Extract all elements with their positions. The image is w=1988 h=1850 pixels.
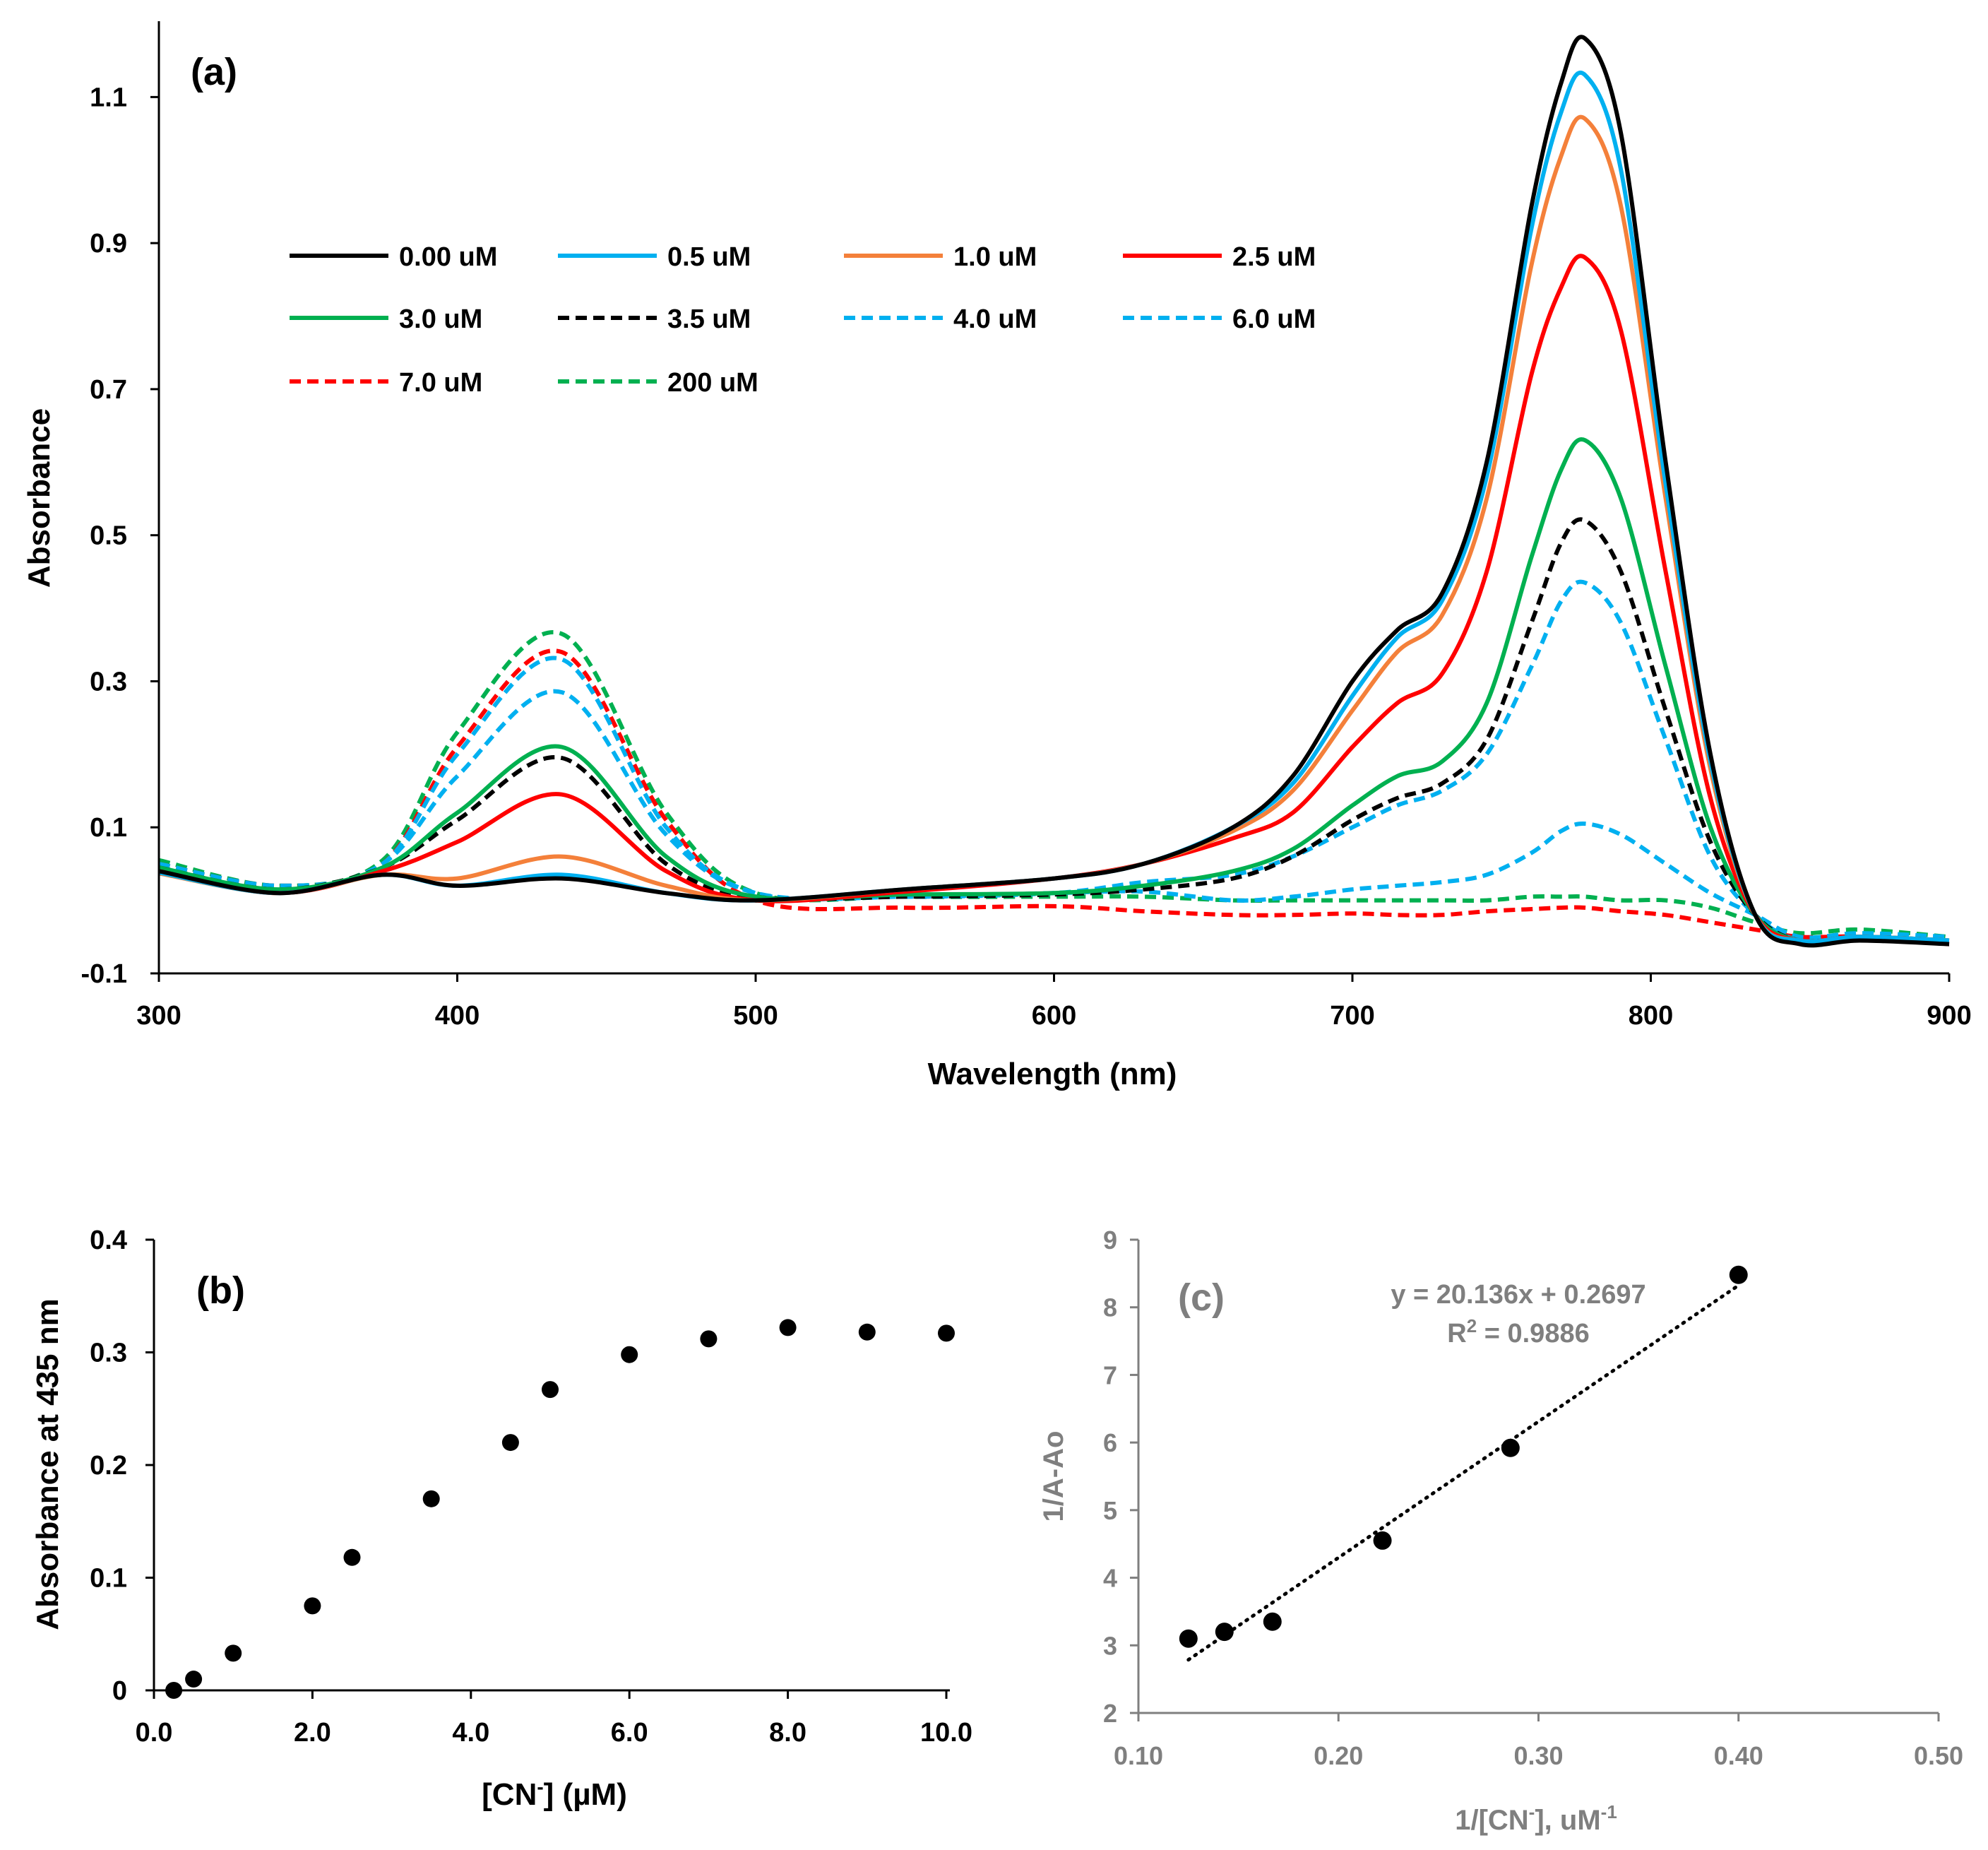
panel-c-x-tick-label: 0.10	[1114, 1741, 1163, 1770]
panel-a-legend: 0.00 uM 0.5 uM 1.0 uM 2.5 uM 3.0 uM 3.5 uM 4.0…	[290, 242, 1316, 398]
panel-c-point	[1215, 1623, 1234, 1642]
panel-a-y-tick-label: 0.1	[90, 813, 127, 843]
panel-b-point	[304, 1597, 321, 1615]
panel-a-y-label: Absorbance	[22, 408, 56, 588]
series-line-3-0-um	[158, 437, 1950, 944]
legend-label: 1.0 uM	[953, 242, 1037, 272]
series-line-3-5-um	[158, 517, 1950, 944]
panel-b-point	[700, 1330, 718, 1348]
series-line-6-0-um	[158, 656, 1950, 940]
panel-b-y-label: Absorbance at 435 nm	[30, 1298, 65, 1630]
legend-label: 6.0 uM	[1232, 304, 1316, 334]
panel-c-y-tick-label: 2	[1103, 1699, 1117, 1728]
panel-b-y-tick-label: 0.2	[90, 1451, 127, 1481]
panel-c-point	[1263, 1612, 1282, 1631]
legend-label: 0.5 uM	[667, 242, 751, 272]
series-line-7-0-um	[158, 648, 1950, 947]
panel-c-x-tick-label: 0.50	[1914, 1741, 1963, 1770]
panel-a-y-tick-label: 0.9	[90, 229, 127, 259]
panel-c-x-tick-label: 0.20	[1314, 1741, 1363, 1770]
panel-a-x-tick-label: 700	[1330, 1001, 1374, 1031]
panel-b-point	[542, 1381, 559, 1399]
panel-b-x-label: [CN-] (µM)	[482, 1776, 627, 1812]
panel-a-x-tick-label: 400	[435, 1001, 480, 1031]
series-line-1-0-um	[158, 114, 1950, 944]
panel-b-y-tick-label: 0	[112, 1676, 127, 1706]
panel-b-point	[165, 1682, 183, 1699]
panel-c-x-label: 1/[CN-], uM-1	[1455, 1801, 1617, 1836]
panel-a-x-label: Wavelength (nm)	[928, 1057, 1177, 1091]
panel-c-equation: y = 20.136x + 0.2697	[1391, 1280, 1645, 1310]
panel-a: 300 400 500 600 700 800 900 -0.1 0.1 0.3 0.5 0.7 0.9…	[22, 21, 1972, 1091]
panel-a-y-tick-label: 0.7	[90, 375, 127, 405]
panel-c-y-tick-label: 3	[1103, 1631, 1117, 1660]
series-line-200-um	[158, 630, 1950, 939]
panel-b-point	[621, 1346, 638, 1363]
panel-b-point	[185, 1671, 203, 1688]
panel-a-y-tick-label: 1.1	[90, 83, 127, 112]
panel-b: 0.0 2.0 4.0 6.0 8.0 10.0 0 0.1 0.2 0.3 0.4 (b) [CN…	[30, 1226, 972, 1812]
series-line-2-5-um	[158, 254, 1950, 944]
panel-b-point	[501, 1434, 519, 1452]
panel-c-y-tick-label: 7	[1103, 1360, 1117, 1389]
panel-b-x-tick-label: 10.0	[920, 1718, 972, 1748]
legend-label: 3.0 uM	[399, 304, 482, 334]
panel-c-y-tick-label: 5	[1103, 1496, 1117, 1525]
panel-b-x-tick-label: 0.0	[136, 1718, 173, 1748]
panel-c-point	[1373, 1531, 1392, 1550]
panel-a-x-tick-label: 800	[1629, 1001, 1673, 1031]
panel-c-label: (c)	[1178, 1276, 1225, 1319]
panel-a-ticks: 300 400 500 600 700 800 900 -0.1 0.1 0.3 0.5 0.7 0.9…	[81, 83, 1972, 1031]
panel-a-label: (a)	[191, 51, 237, 93]
panel-b-label: (b)	[196, 1269, 245, 1312]
panel-a-y-tick-label: 0.5	[90, 521, 127, 551]
panel-c-y-tick-label: 6	[1103, 1428, 1117, 1457]
panel-c-y-tick-label: 4	[1103, 1564, 1117, 1593]
panel-b-x-tick-label: 2.0	[294, 1718, 331, 1748]
panel-b-x-tick-label: 4.0	[452, 1718, 489, 1748]
legend-label: 4.0 uM	[953, 304, 1037, 334]
series-line-4-0-um	[158, 579, 1950, 944]
legend-label: 200 uM	[667, 368, 758, 398]
panel-a-x-tick-label: 600	[1032, 1001, 1076, 1031]
panel-a-x-tick-label: 300	[136, 1001, 181, 1031]
panel-a-y-tick-label: 0.3	[90, 667, 127, 696]
panel-c: 0.10 0.20 0.30 0.40 0.50 2 3 4 5 6 7 8 9 (c) y = 20.…	[1038, 1226, 1963, 1836]
panel-c-r-squared: R2 = 0.9886	[1447, 1315, 1589, 1348]
series-line-0-00-um	[158, 35, 1950, 948]
legend-label: 2.5 uM	[1232, 242, 1316, 272]
panel-a-x-tick-label: 900	[1927, 1001, 1971, 1031]
panel-b-y-tick-label: 0.3	[90, 1339, 127, 1368]
panel-b-x-tick-label: 6.0	[611, 1718, 648, 1748]
panel-b-point	[779, 1319, 797, 1336]
panel-c-x-tick-label: 0.30	[1513, 1741, 1563, 1770]
panel-b-points	[165, 1319, 955, 1699]
legend-label: 7.0 uM	[399, 368, 482, 398]
panel-b-ticks: 0.0 2.0 4.0 6.0 8.0 10.0 0 0.1 0.2 0.3 0.4	[90, 1226, 972, 1748]
panel-c-trendline	[1186, 1283, 1741, 1662]
panel-c-y-tick-label: 9	[1103, 1226, 1117, 1255]
legend-label: 0.00 uM	[399, 242, 497, 272]
panel-a-y-tick-label: -0.1	[81, 959, 127, 989]
panel-c-point	[1501, 1438, 1520, 1457]
panel-b-point	[858, 1323, 876, 1341]
panel-c-points	[1179, 1265, 1748, 1648]
legend-label: 3.5 uM	[667, 304, 751, 334]
panel-c-point	[1729, 1265, 1748, 1284]
panel-b-point	[225, 1644, 242, 1662]
panel-c-x-tick-label: 0.40	[1714, 1741, 1763, 1770]
panel-b-point	[938, 1324, 955, 1342]
panel-a-series	[158, 35, 1950, 948]
panel-c-point	[1179, 1629, 1198, 1648]
panel-c-ticks: 0.10 0.20 0.30 0.40 0.50 2 3 4 5 6 7 8 9	[1103, 1226, 1963, 1770]
panel-b-point	[343, 1548, 361, 1566]
panel-c-y-label: 1/A-Ao	[1038, 1431, 1069, 1522]
panel-b-y-tick-label: 0.4	[90, 1226, 127, 1255]
panel-b-point	[422, 1490, 440, 1507]
panel-b-x-tick-label: 8.0	[769, 1718, 806, 1748]
panel-c-y-tick-label: 8	[1103, 1293, 1117, 1322]
panel-b-y-tick-label: 0.1	[90, 1564, 127, 1594]
panel-a-x-tick-label: 500	[733, 1001, 778, 1031]
